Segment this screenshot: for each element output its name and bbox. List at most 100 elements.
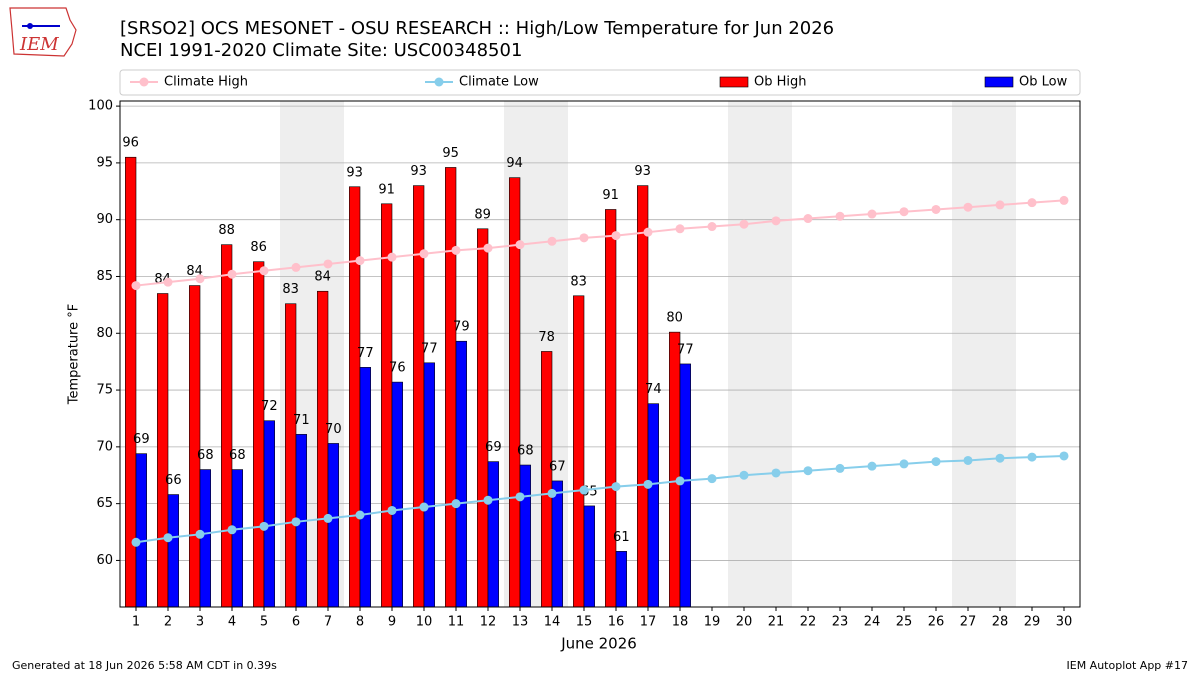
point: [675, 224, 685, 234]
bar: [381, 203, 393, 608]
point: [227, 269, 237, 279]
point: [835, 211, 845, 221]
data-label: 94: [506, 156, 523, 171]
weekend-shade: [952, 101, 1016, 607]
data-label: 80: [666, 311, 683, 326]
point: [419, 249, 429, 259]
y-tick-label: 75: [96, 383, 113, 398]
x-tick-label: 23: [832, 615, 849, 630]
point: [547, 488, 557, 498]
data-label: 88: [218, 223, 235, 238]
x-tick-label: 17: [640, 615, 657, 630]
point: [323, 513, 333, 523]
data-label: 93: [634, 164, 651, 179]
point: [611, 231, 621, 241]
data-label: 78: [538, 330, 555, 345]
bar: [477, 228, 489, 608]
x-tick-label: 3: [196, 615, 204, 630]
chart-subtitle: NCEI 1991-2020 Climate Site: USC00348501: [120, 40, 522, 61]
x-tick-label: 26: [928, 615, 945, 630]
legend-swatch: [984, 76, 1014, 88]
point: [1059, 451, 1069, 461]
y-tick-label: 70: [96, 439, 113, 454]
bar: [679, 363, 691, 608]
bar: [423, 362, 435, 608]
x-tick-label: 8: [356, 615, 364, 630]
point: [579, 485, 589, 495]
data-label: 96: [122, 136, 139, 151]
y-axis-label: Temperature °F: [67, 304, 82, 405]
data-label: 76: [389, 361, 406, 376]
chart-title: [SRSO2] OCS MESONET - OSU RESEARCH :: Hi…: [120, 18, 834, 39]
bar: [263, 420, 275, 608]
x-tick-label: 19: [704, 615, 721, 630]
y-tick-label: 95: [96, 155, 113, 170]
x-tick-label: 5: [260, 615, 268, 630]
bar: [605, 209, 617, 608]
data-label: 72: [261, 399, 278, 414]
point: [739, 219, 749, 229]
data-label: 69: [133, 432, 150, 447]
bar: [551, 480, 563, 608]
data-label: 69: [485, 440, 502, 455]
bar: [413, 185, 425, 608]
point: [899, 459, 909, 469]
point: [771, 216, 781, 226]
data-label: 89: [474, 207, 491, 222]
data-label: 71: [293, 413, 310, 428]
data-label: 77: [357, 346, 374, 361]
legend-label: Ob High: [754, 75, 807, 90]
point: [995, 200, 1005, 210]
bar: [285, 303, 297, 608]
line: [135, 454, 1065, 544]
point: [483, 495, 493, 505]
data-label: 83: [282, 282, 299, 297]
bar: [487, 461, 499, 608]
x-tick-label: 12: [480, 615, 497, 630]
point: [387, 505, 397, 515]
bar: [221, 244, 233, 608]
x-tick-label: 6: [292, 615, 300, 630]
point: [1059, 195, 1069, 205]
point: [1027, 198, 1037, 208]
point: [131, 281, 141, 291]
point: [643, 479, 653, 489]
point: [611, 482, 621, 492]
bar: [391, 381, 403, 608]
point: [387, 252, 397, 262]
point: [163, 533, 173, 543]
data-label: 61: [613, 530, 630, 545]
footer-left: Generated at 18 Jun 2026 5:58 AM CDT in …: [12, 659, 277, 672]
x-tick-label: 15: [576, 615, 593, 630]
y-tick-label: 80: [96, 326, 113, 341]
point: [963, 202, 973, 212]
point: [835, 463, 845, 473]
data-label: 67: [549, 459, 566, 474]
data-label: 68: [517, 444, 534, 459]
data-label: 91: [602, 188, 619, 203]
data-label: 93: [346, 165, 363, 180]
x-tick-label: 16: [608, 615, 625, 630]
logo: IEM: [9, 7, 77, 57]
point: [1027, 452, 1037, 462]
x-tick-label: 18: [672, 615, 689, 630]
data-label: 93: [410, 164, 427, 179]
bar: [583, 505, 595, 608]
x-axis-label: June 2026: [560, 635, 637, 653]
footer-right: IEM Autoplot App #17: [1067, 659, 1189, 672]
point: [451, 499, 461, 509]
bar: [231, 469, 243, 608]
point: [131, 537, 141, 547]
x-tick-label: 22: [800, 615, 817, 630]
bar: [349, 186, 361, 608]
bar: [669, 331, 681, 608]
y-tick-label: 100: [88, 99, 113, 114]
data-label: 68: [197, 448, 214, 463]
data-label: 66: [165, 473, 182, 488]
bar: [359, 367, 371, 608]
bar: [253, 261, 265, 608]
point: [195, 529, 205, 539]
y-tick-label: 90: [96, 212, 113, 227]
bar: [135, 453, 147, 608]
bar: [573, 295, 585, 608]
